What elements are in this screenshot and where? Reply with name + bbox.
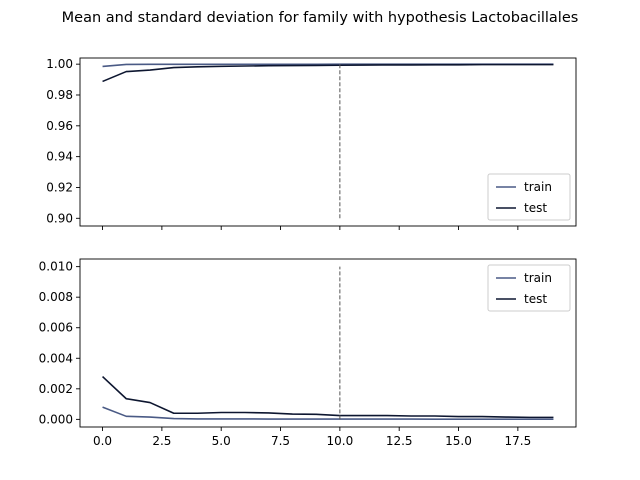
y-tick-label: 0.006 (39, 321, 73, 335)
legend-label-train: train (524, 271, 552, 285)
y-tick-label: 0.000 (39, 412, 73, 426)
legend: train test (487, 173, 571, 221)
legend-label-test: test (524, 292, 547, 306)
x-tick-label: 7.5 (271, 434, 290, 448)
y-tick-label: 0.004 (39, 351, 73, 365)
x-tick-label: 15.0 (445, 434, 472, 448)
axes-frame (79, 57, 577, 227)
series-line-train (102, 406, 554, 421)
y-tick-label: 0.94 (46, 150, 73, 164)
legend-label-train: train (524, 180, 552, 194)
top-panel-mean: 0.90 0.92 0.94 0.96 0.98 1.00 train test (46, 57, 577, 230)
y-tick-label: 1.00 (46, 57, 73, 71)
x-tick-label: 0.0 (93, 434, 112, 448)
legend: train test (487, 264, 571, 312)
bottom-panel-std: 0.000 0.002 0.004 0.006 0.008 0.010 0.0 2.5 5.0 7… (39, 258, 577, 448)
x-tick-label: 5.0 (212, 434, 231, 448)
y-tick-label: 0.90 (46, 211, 73, 225)
series-line-test (102, 63, 554, 83)
y-tick-label: 0.010 (39, 260, 73, 274)
x-tick-label: 2.5 (152, 434, 171, 448)
y-tick-label: 0.008 (39, 290, 73, 304)
x-tick-label: 12.5 (386, 434, 413, 448)
legend-label-test: test (524, 201, 547, 215)
y-tick-label: 0.002 (39, 382, 73, 396)
chart-title: Mean and standard deviation for family w… (62, 10, 579, 26)
axes-frame (79, 258, 577, 428)
y-tick-label: 0.96 (46, 119, 73, 133)
x-tick-label: 10.0 (327, 434, 354, 448)
y-tick-label: 0.98 (46, 88, 73, 102)
series-line-test (102, 376, 554, 419)
x-tick-label: 17.5 (504, 434, 531, 448)
y-tick-label: 0.92 (46, 180, 73, 194)
